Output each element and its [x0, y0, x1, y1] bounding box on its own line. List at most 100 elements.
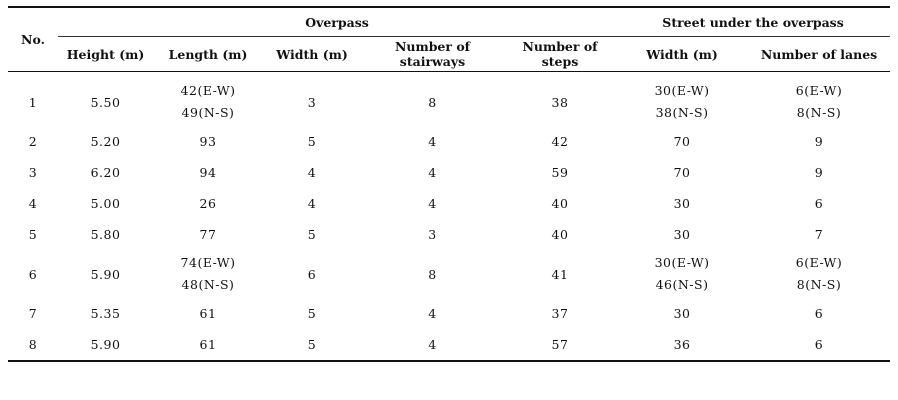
cell-stairways: 8	[428, 94, 437, 110]
cell-length-line: 77	[199, 226, 217, 242]
cell-street-width-line: 70	[673, 133, 691, 149]
cell-street-width-line: 38(N-S)	[655, 105, 709, 120]
cell-no: 7	[28, 306, 38, 321]
cell-no: 2	[28, 134, 38, 149]
cell-steps: 42	[551, 134, 569, 149]
cell-height: 5.80	[90, 227, 121, 242]
cell-no: 6	[28, 266, 38, 282]
cell-height: 5.00	[90, 196, 121, 211]
cell-lanes-line: 9	[814, 133, 824, 149]
cell-height: 5.20	[90, 134, 121, 149]
cell-width: 6	[307, 266, 317, 282]
cell-length-line: 48(N-S)	[181, 277, 235, 292]
cell-street-width: 70	[616, 126, 748, 157]
cell-length-line: 26	[199, 195, 217, 211]
cell-lanes-line: 7	[814, 226, 824, 242]
cell-height: 6.20	[90, 165, 121, 180]
cell-lanes: 6(E-W) 8(N-S)	[748, 250, 890, 298]
cell-lanes: 9	[748, 126, 890, 157]
cell-length-line: 61	[199, 305, 217, 321]
cell-lanes: 6(E-W) 8(N-S)	[748, 72, 890, 127]
header-stairways: Number of stairways	[394, 39, 471, 69]
cell-steps: 59	[551, 165, 569, 180]
cell-lanes-line: 6	[814, 305, 824, 321]
table-row: 7 5.35 61 5 4 37 30 6	[8, 298, 890, 329]
cell-height: 5.90	[90, 266, 121, 282]
header-street-group: Street under the overpass	[616, 7, 891, 37]
table-row: 3 6.20 94 4 4 59 70 9	[8, 157, 890, 188]
cell-street-width: 36	[616, 329, 748, 361]
cell-width: 5	[307, 227, 317, 242]
cell-street-width-line: 30(E-W)	[654, 83, 710, 98]
cell-width: 5	[307, 134, 317, 149]
cell-length: 77	[153, 219, 263, 250]
header-row-groups: No. Overpass Street under the overpass	[8, 7, 891, 72]
cell-street-width: 30	[616, 188, 748, 219]
cell-no: 1	[28, 94, 38, 110]
table-row: 1 5.50 42(E-W) 49(N-S) 3 8 38 30(E-W) 38(N-S) 6(E…	[8, 72, 890, 127]
cell-stairways: 8	[428, 266, 437, 282]
cell-no: 8	[28, 337, 38, 352]
cell-lanes: 6	[748, 188, 890, 219]
cell-width: 4	[307, 165, 317, 180]
cell-street-width-line: 36	[673, 336, 691, 352]
header-width: Width (m)	[276, 46, 348, 62]
cell-lanes: 9	[748, 157, 890, 188]
cell-street-width-line: 70	[673, 164, 691, 180]
cell-length: 26	[153, 188, 263, 219]
cell-steps: 40	[551, 196, 569, 211]
cell-length: 42(E-W) 49(N-S)	[153, 72, 263, 127]
cell-stairways: 4	[428, 337, 437, 352]
cell-length: 93	[153, 126, 263, 157]
cell-lanes-line: 6(E-W)	[795, 255, 843, 270]
cell-width: 4	[307, 196, 317, 211]
table-row: 8 5.90 61 5 4 57 36 6	[8, 329, 891, 361]
cell-length: 61	[153, 329, 263, 361]
cell-steps: 38	[551, 94, 569, 110]
cell-length-line: 49(N-S)	[181, 105, 235, 120]
table-row: 2 5.20 93 5 4 42 70 9	[8, 126, 890, 157]
cell-length-line: 61	[199, 336, 217, 352]
cell-stairways: 4	[428, 306, 437, 321]
table-row: 6 5.90 74(E-W) 48(N-S) 6 8 41 30(E-W) 46(N-S) 6(E…	[8, 250, 890, 298]
table-body: 1 5.50 42(E-W) 49(N-S) 3 8 38 30(E-W) 38(N-S) 6(E…	[8, 72, 891, 361]
header-no: No.	[8, 7, 58, 72]
cell-length-line: 42(E-W)	[180, 83, 236, 98]
cell-length-line: 94	[199, 164, 217, 180]
cell-lanes: 6	[748, 329, 890, 361]
cell-stairways: 4	[428, 134, 437, 149]
cell-length: 61	[153, 298, 263, 329]
cell-width: 3	[307, 94, 317, 110]
cell-no: 5	[28, 227, 38, 242]
overpass-table-container: No. Overpass Street under the overpass H…	[8, 6, 891, 362]
table-row: 4 5.00 26 4 4 40 30 6	[8, 188, 890, 219]
header-steps: Number of steps	[522, 39, 598, 69]
cell-lanes: 6	[748, 298, 890, 329]
cell-street-width: 30	[616, 298, 748, 329]
cell-height: 5.50	[90, 94, 121, 110]
cell-length: 94	[153, 157, 263, 188]
table-row: 5 5.80 77 5 3 40 30 7	[8, 219, 890, 250]
cell-steps: 41	[551, 266, 569, 282]
cell-no: 4	[28, 196, 38, 211]
cell-length: 74(E-W) 48(N-S)	[153, 250, 263, 298]
cell-lanes-line: 6(E-W)	[795, 83, 843, 98]
cell-lanes-line: 6	[814, 195, 824, 211]
header-row-columns: Height (m) Length (m) Width (m) Number o…	[8, 37, 891, 72]
overpass-table: No. Overpass Street under the overpass H…	[8, 6, 891, 362]
cell-lanes-line: 8(N-S)	[796, 105, 842, 120]
header-lanes: Number of lanes	[760, 46, 878, 62]
cell-street-width: 30(E-W) 46(N-S)	[616, 250, 748, 298]
cell-width: 5	[307, 306, 317, 321]
cell-stairways: 4	[428, 196, 437, 211]
cell-street-width-line: 30	[673, 305, 691, 321]
cell-height: 5.35	[90, 306, 121, 321]
cell-lanes-line: 8(N-S)	[796, 277, 842, 292]
cell-lanes-line: 6	[814, 336, 824, 352]
cell-street-width-line: 46(N-S)	[655, 277, 709, 292]
cell-stairways: 3	[428, 227, 437, 242]
header-street-width: Width (m)	[646, 46, 718, 62]
cell-length-line: 74(E-W)	[180, 255, 236, 270]
cell-width: 5	[307, 337, 317, 352]
cell-steps: 37	[551, 306, 569, 321]
